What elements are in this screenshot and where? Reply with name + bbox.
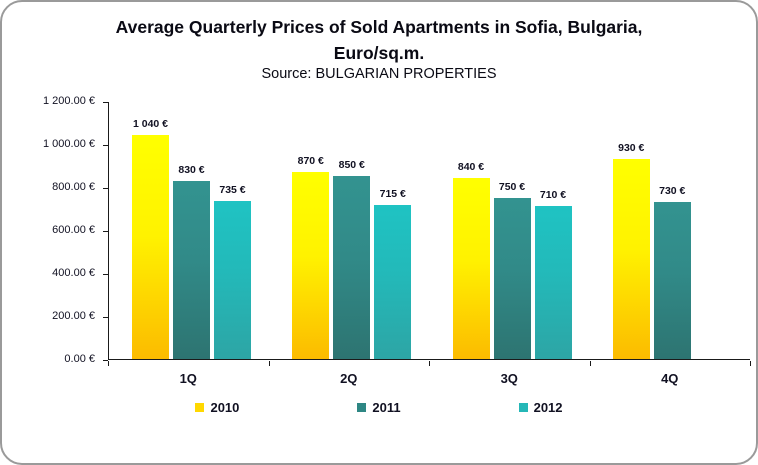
- y-tick-mark: [103, 360, 108, 361]
- y-tick-mark: [103, 102, 108, 103]
- bar-value-label: 850 €: [338, 159, 365, 172]
- bar-2011-2Q: 850 €: [333, 159, 371, 359]
- bar-value-label: 1 040 €: [132, 118, 169, 131]
- y-tick-mark: [103, 145, 108, 146]
- chart-source: Source: BULGARIAN PROPERTIES: [261, 66, 497, 82]
- bar-2010-4Q: 930 €: [612, 142, 650, 359]
- y-tick-mark: [103, 274, 108, 275]
- bar-group-2Q: 870 € 850 € 715 €: [269, 102, 429, 359]
- y-tick-label: 800.00 €: [52, 181, 95, 193]
- bar-2010-3Q: 840 €: [452, 161, 490, 359]
- bar-2012-1Q: 735 €: [214, 184, 251, 359]
- y-tick-mark: [103, 188, 108, 189]
- x-tick-mark: [429, 361, 430, 366]
- bar-group-3Q: 840 € 750 € 710 €: [430, 102, 590, 359]
- bar-value-label: 735 €: [219, 184, 246, 196]
- legend-label: 2011: [372, 400, 401, 415]
- legend-label: 2012: [533, 400, 563, 415]
- bar-group-1Q: 1 040 € 830 € 735 €: [109, 102, 269, 359]
- x-tick-mark: [750, 361, 751, 366]
- y-tick-label: 600.00 €: [52, 224, 95, 236]
- bar-2011-1Q: 830 €: [173, 164, 210, 359]
- y-tick-label: 1 000.00 €: [43, 138, 95, 150]
- bar-value-label: 715 €: [379, 188, 406, 201]
- y-tick-mark: [103, 231, 108, 232]
- bar-2012-3Q: 710 €: [534, 189, 572, 359]
- y-tick-label: 1 200.00 €: [43, 95, 95, 107]
- chart-title: Average Quarterly Prices of Sold Apartme…: [2, 14, 756, 66]
- bar-2011-3Q: 750 €: [493, 181, 531, 359]
- y-tick-mark: [103, 317, 108, 318]
- chart-title-line2: Euro/sq.m.: [333, 43, 425, 63]
- bar-2011-4Q: 730 €: [653, 185, 691, 359]
- x-category-label-1Q: 1Q: [179, 371, 197, 386]
- bar-2012-2Q: 715 €: [374, 188, 412, 359]
- legend-item-2010: 2010: [195, 400, 239, 415]
- x-category-label-2Q: 2Q: [340, 371, 358, 386]
- bar-value-label: 710 €: [539, 189, 567, 202]
- bar-value-label: 730 €: [659, 185, 686, 198]
- chart-title-line1: Average Quarterly Prices of Sold Apartme…: [115, 17, 643, 37]
- bar-group-4Q: 930 € 730 €: [590, 102, 750, 359]
- y-tick-label: 0.00 €: [64, 353, 95, 365]
- bar-value-label: 930 €: [618, 142, 645, 154]
- x-category-label-4Q: 4Q: [661, 371, 679, 386]
- legend-item-2012: 2012: [518, 400, 563, 415]
- bar-value-label: 830 €: [178, 163, 205, 176]
- x-tick-mark: [108, 361, 109, 366]
- plot-area: 1 040 € 830 € 735 € 870 € 850 € 715 € 840 € 750…: [108, 102, 750, 360]
- legend-item-2011: 2011: [357, 400, 401, 415]
- bar-2010-1Q: 1 040 €: [132, 118, 169, 359]
- y-tick-label: 200.00 €: [52, 310, 95, 322]
- legend: 2010 2011 2012: [2, 400, 756, 415]
- x-category-label-3Q: 3Q: [500, 371, 518, 386]
- bar-value-label: 750 €: [498, 180, 526, 193]
- x-tick-mark: [268, 361, 270, 366]
- legend-label: 2010: [210, 400, 240, 415]
- x-tick-mark: [589, 361, 591, 366]
- legend-swatch-2012: [518, 403, 528, 412]
- bar-value-label: 870 €: [297, 155, 324, 167]
- y-tick-label: 400.00 €: [52, 267, 95, 279]
- legend-swatch-2011: [357, 403, 367, 412]
- bar-2010-2Q: 870 €: [292, 155, 330, 359]
- bar-value-label: 840 €: [457, 161, 485, 174]
- legend-swatch-2010: [195, 403, 205, 412]
